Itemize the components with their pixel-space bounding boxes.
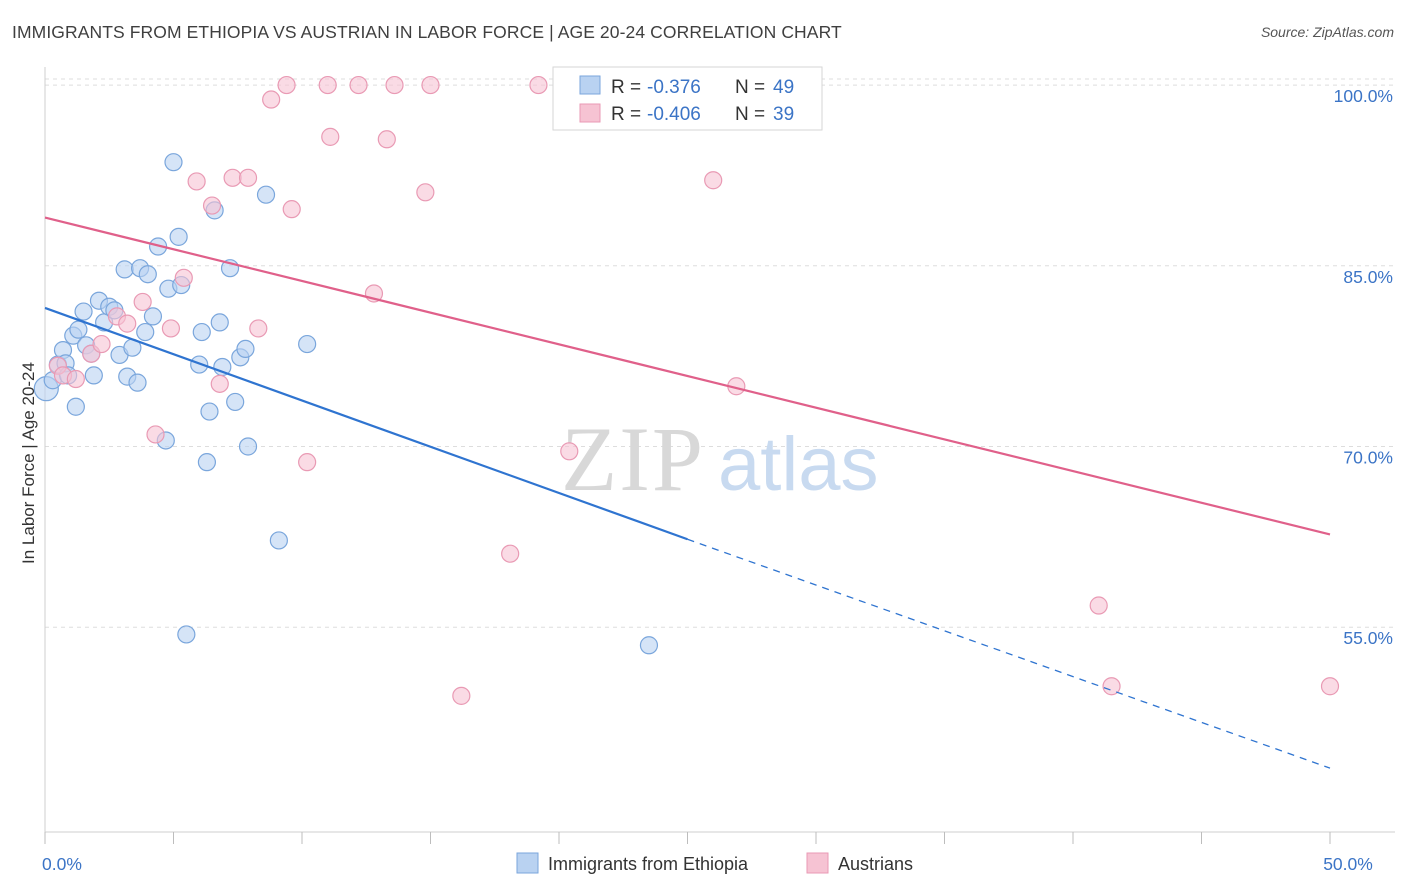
austrians-point: [349, 75, 368, 95]
austrians-point: [501, 544, 520, 563]
y-tick-label: 55.0%: [1343, 628, 1393, 648]
ethiopia-point: [74, 302, 93, 321]
austrians-point: [318, 75, 337, 95]
austrians-point: [133, 292, 152, 312]
ethiopia-point: [136, 322, 155, 342]
austrians-point: [704, 171, 723, 190]
ethiopia-point: [192, 322, 211, 342]
austrians-point: [202, 196, 222, 215]
austrians-point: [416, 183, 435, 202]
austrians-point: [66, 369, 85, 389]
austrians-point: [277, 75, 296, 95]
ethiopia-trendline: [44, 306, 688, 541]
austrians-point: [421, 75, 440, 95]
austrians-point: [118, 314, 137, 333]
legend-r-value-2: -0.406: [647, 104, 701, 125]
ethiopia-trendline-extension: [687, 538, 1331, 769]
series-legend-label-blue: Immigrants from Ethiopia: [548, 854, 749, 874]
ethiopia-point: [164, 153, 183, 172]
austrians-point: [92, 334, 111, 354]
series-legend-swatch-pink: [806, 852, 829, 874]
legend-n-label-2: N =: [735, 104, 765, 125]
austrians-point: [223, 168, 242, 187]
x-tick-label: 50.0%: [1323, 854, 1373, 874]
ethiopia-point: [269, 531, 288, 550]
legend-r-value-1: -0.376: [647, 77, 701, 98]
austrians-point: [161, 319, 181, 338]
austrians-point: [146, 425, 165, 444]
austrians-point: [1320, 677, 1340, 696]
austrians-point: [187, 172, 206, 191]
austrians-trendline: [44, 216, 1331, 536]
ethiopia-point: [69, 320, 88, 339]
ethiopia-point: [238, 437, 258, 456]
austrians-point: [1102, 677, 1121, 696]
austrians-point: [560, 442, 579, 461]
austrians-point: [1089, 596, 1108, 615]
legend-r-label-1: R =: [611, 77, 641, 98]
ethiopia-point: [197, 453, 217, 472]
axes-layer: 100.0% 85.0% 70.0% 55.0% 0.0% 50.0%: [42, 67, 1395, 874]
ethiopia-point: [236, 339, 255, 359]
correlation-legend: R = -0.376 N = 49 R = -0.406 N = 39: [552, 66, 823, 131]
austrians-point: [377, 130, 396, 149]
y-tick-label: 70.0%: [1343, 447, 1393, 467]
watermark: ZIP atlas: [561, 408, 879, 510]
ethiopia-point: [138, 265, 157, 284]
watermark-atlas: atlas: [718, 422, 879, 507]
ethiopia-point: [639, 636, 659, 655]
austrians-point: [238, 168, 258, 187]
austrians-point: [385, 75, 404, 95]
legend-n-value-2: 39: [773, 104, 794, 125]
watermark-zip: ZIP: [561, 408, 705, 510]
series-legend-label-pink: Austrians: [838, 854, 913, 874]
ethiopia-point: [128, 373, 147, 392]
austrians-point: [262, 90, 281, 109]
chart-source: Source: ZipAtlas.com: [1260, 24, 1394, 40]
austrians-point: [321, 127, 340, 146]
legend-r-label-2: R =: [611, 104, 641, 125]
ethiopia-point: [84, 366, 103, 385]
y-tick-label: 85.0%: [1343, 267, 1393, 287]
legend-n-value-1: 49: [773, 77, 794, 98]
ethiopia-point: [210, 313, 229, 332]
ethiopia-point: [200, 402, 219, 421]
austrians-point: [529, 75, 548, 95]
ethiopia-point: [66, 397, 85, 416]
chart-title: IMMIGRANTS FROM ETHIOPIA VS AUSTRIAN IN …: [12, 22, 842, 42]
austrians-point: [210, 374, 229, 393]
series-legend: Immigrants from Ethiopia Austrians: [516, 852, 913, 874]
legend-n-label-1: N =: [735, 77, 765, 98]
austrians-point: [174, 268, 193, 287]
series-legend-swatch-blue: [516, 852, 539, 874]
ethiopia-point: [143, 307, 163, 326]
points-layer: [33, 75, 1340, 705]
austrians-point: [452, 686, 471, 705]
austrians-point: [249, 319, 268, 338]
ethiopia-point: [177, 625, 196, 644]
ethiopia-point: [115, 260, 134, 279]
austrians-point: [298, 453, 317, 472]
legend-swatch-pink: [579, 103, 601, 123]
x-tick-label: 0.0%: [42, 854, 82, 874]
y-tick-label: 100.0%: [1334, 86, 1393, 106]
legend-swatch-blue: [579, 75, 601, 95]
ethiopia-point: [256, 185, 276, 204]
trend-layer: [44, 216, 1331, 769]
ethiopia-point: [298, 334, 317, 354]
austrians-point: [282, 200, 301, 219]
y-axis-label: In Labor Force | Age 20-24: [19, 362, 38, 564]
ethiopia-point: [226, 392, 245, 412]
ethiopia-point: [169, 227, 188, 246]
